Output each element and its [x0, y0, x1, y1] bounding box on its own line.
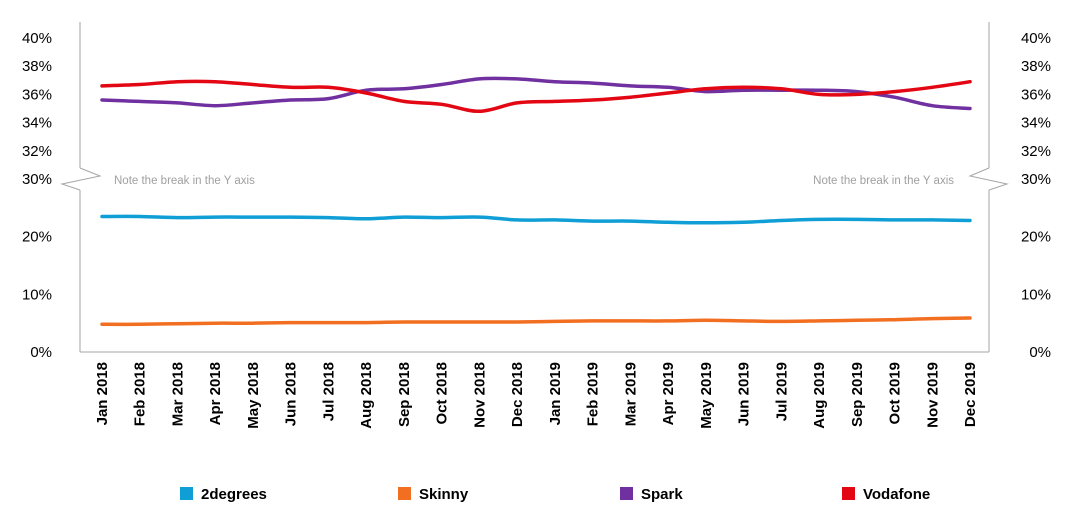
y-tick-label-left: 0% [30, 344, 52, 361]
x-tick-label: May 2019 [698, 362, 715, 429]
y-tick-label-right: 32% [1021, 143, 1051, 160]
legend-label-2degrees: 2degrees [201, 486, 267, 503]
series-line-spark [100, 76, 972, 111]
x-tick-label: Oct 2018 [434, 362, 451, 425]
x-tick-label: Oct 2019 [887, 362, 904, 425]
left-y-axis [60, 22, 102, 352]
x-tick-label: Jun 2019 [736, 362, 753, 426]
x-tick-label: Jul 2018 [320, 362, 337, 421]
x-tick-label: Sep 2019 [849, 362, 866, 427]
x-tick-label: May 2018 [245, 362, 262, 429]
series-line-vodafone [100, 79, 972, 114]
y-ticks-left: 0% 10% 20% 30% 32% 34% 36% 38% 40% [22, 30, 52, 361]
y-tick-label-left: 30% [22, 171, 52, 188]
axis-break-note-right: Note the break in the Y axis [813, 175, 954, 187]
y-tick-label-right: 10% [1021, 286, 1051, 303]
y-axis-break-mark [968, 167, 1009, 191]
x-tick-label: Feb 2018 [132, 362, 149, 426]
x-tick-label: Jan 2019 [547, 362, 564, 425]
y-tick-label-right: 20% [1021, 229, 1051, 246]
y-tick-label-right: 0% [1029, 344, 1051, 361]
legend-label-vodafone: Vodafone [863, 486, 930, 503]
axis-break-note-left: Note the break in the Y axis [114, 175, 255, 187]
right-y-axis [968, 22, 1009, 352]
y-tick-label-left: 10% [22, 286, 52, 303]
series-line-skinny [100, 316, 972, 327]
y-tick-label-right: 34% [1021, 115, 1051, 132]
x-tick-labels: Jan 2018 Feb 2018 Mar 2018 Apr 2018 May 2018… [94, 362, 979, 429]
series-line-2degrees [100, 214, 972, 225]
legend-swatch-spark [620, 487, 633, 500]
y-tick-label-left: 38% [22, 58, 52, 75]
y-tick-label-left: 40% [22, 30, 52, 47]
y-tick-label-right: 30% [1021, 171, 1051, 188]
legend-swatch-skinny [398, 487, 411, 500]
x-tick-label: Aug 2019 [811, 362, 828, 429]
y-tick-label-right: 40% [1021, 30, 1051, 47]
y-tick-label-right: 38% [1021, 58, 1051, 75]
x-tick-label: Jul 2019 [773, 362, 790, 421]
x-tick-label: Dec 2019 [962, 362, 979, 427]
y-tick-label-left: 32% [22, 143, 52, 160]
y-tick-label-left: 34% [22, 115, 52, 132]
legend: 2degrees Skinny Spark Vodafone [180, 486, 930, 503]
x-tick-label: Nov 2019 [924, 362, 941, 428]
x-tick-label: Apr 2018 [207, 362, 224, 425]
y-axis-break-mark [60, 167, 102, 191]
series-lines [100, 76, 972, 327]
y-tick-label-left: 20% [22, 229, 52, 246]
x-tick-label: Aug 2018 [358, 362, 375, 429]
x-tick-label: Jun 2018 [283, 362, 300, 426]
y-tick-label-right: 36% [1021, 86, 1051, 103]
legend-label-spark: Spark [641, 486, 683, 503]
x-tick-label: Apr 2019 [660, 362, 677, 425]
x-tick-label: Mar 2019 [622, 362, 639, 426]
legend-label-skinny: Skinny [419, 486, 469, 503]
y-ticks-right: 0% 10% 20% 30% 32% 34% 36% 38% 40% [1021, 30, 1051, 361]
x-tick-label: Sep 2018 [396, 362, 413, 427]
x-tick-label: Jan 2018 [94, 362, 111, 425]
legend-swatch-vodafone [842, 487, 855, 500]
x-tick-label: Mar 2018 [169, 362, 186, 426]
x-tick-label: Dec 2018 [509, 362, 526, 427]
x-tick-label: Nov 2018 [471, 362, 488, 428]
y-tick-label-left: 36% [22, 86, 52, 103]
x-tick-label: Feb 2019 [585, 362, 602, 426]
legend-swatch-2degrees [180, 487, 193, 500]
